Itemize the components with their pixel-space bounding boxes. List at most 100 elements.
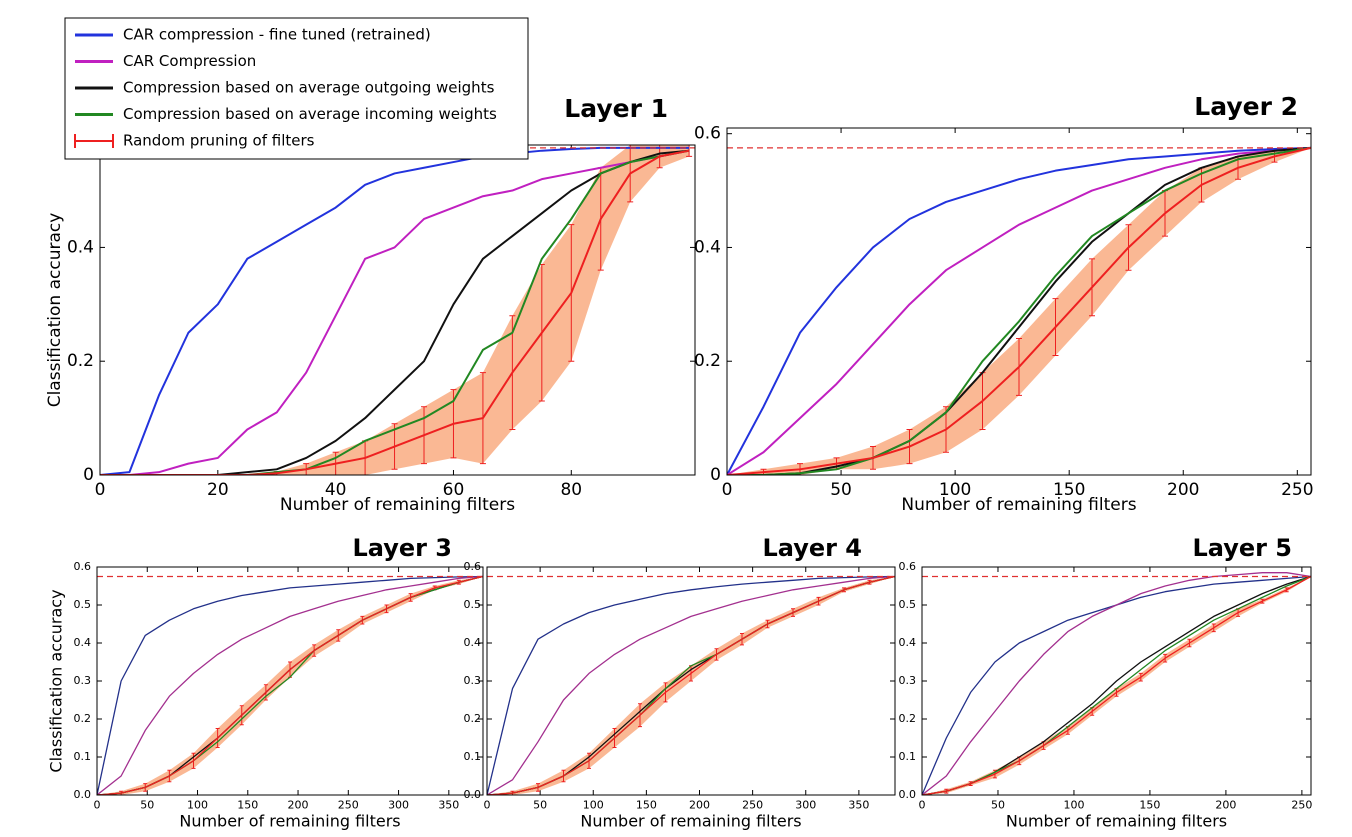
y-tick-label: 0.6 bbox=[74, 560, 92, 573]
y-tick-label: 0.0 bbox=[74, 788, 92, 801]
x-tick-label: 60 bbox=[443, 480, 465, 500]
legend-label: Compression based on average outgoing we… bbox=[123, 79, 495, 97]
x-tick-label: 150 bbox=[237, 798, 258, 811]
error-band bbox=[487, 576, 895, 795]
plot-frame bbox=[486, 566, 896, 796]
series-line bbox=[100, 149, 690, 475]
legend: CAR compression - fine tuned (retrained)… bbox=[64, 17, 529, 160]
panel: 0 0.2 0.4 0 20 40 60 80 Number of remaining filt… bbox=[45, 94, 696, 515]
y-tick-label: 0.3 bbox=[464, 674, 482, 687]
y-tick-label: 0.2 bbox=[899, 712, 917, 725]
plot bbox=[922, 572, 1311, 795]
x-tick-label: 50 bbox=[140, 798, 154, 811]
y-tick-label: 0.0 bbox=[464, 788, 482, 801]
panel-title: Layer 4 bbox=[762, 534, 862, 562]
y-tick-label: 0.3 bbox=[899, 674, 917, 687]
series-line bbox=[97, 575, 483, 795]
x-tick-label: 150 bbox=[1053, 480, 1085, 500]
plot bbox=[97, 575, 483, 795]
plot-frame bbox=[96, 566, 484, 796]
series-line bbox=[727, 146, 1311, 475]
panel: 0.0 0.1 0.2 0.3 0.4 0.5 0.6 0 50 100 150 200 250 300 3… bbox=[464, 534, 896, 831]
plot bbox=[487, 575, 895, 795]
error-band bbox=[97, 576, 483, 795]
y-tick-label: 0.2 bbox=[464, 712, 482, 725]
x-tick-label: 20 bbox=[207, 480, 229, 500]
y-tick-label: 0.4 bbox=[694, 237, 721, 257]
x-tick-label: 250 bbox=[1291, 798, 1312, 811]
y-tick-label: 0.0 bbox=[899, 788, 917, 801]
y-tick-label: 0.2 bbox=[694, 351, 721, 371]
y-axis-label: Classification accuracy bbox=[47, 589, 66, 772]
series-line bbox=[100, 149, 690, 475]
y-tick-label: 0.1 bbox=[74, 750, 92, 763]
x-tick-label: 250 bbox=[742, 798, 763, 811]
legend-label: CAR Compression bbox=[123, 52, 256, 70]
x-tick-label: 50 bbox=[533, 798, 547, 811]
y-tick-label: 0.4 bbox=[67, 237, 94, 257]
panel-title: Layer 5 bbox=[1192, 534, 1292, 562]
series-line bbox=[727, 146, 1311, 475]
error-band bbox=[727, 147, 1311, 475]
series-line bbox=[922, 575, 1311, 795]
x-tick-label: 100 bbox=[583, 798, 604, 811]
series-line bbox=[97, 575, 483, 795]
x-tick-label: 0 bbox=[484, 798, 491, 811]
x-tick-label: 150 bbox=[1139, 798, 1160, 811]
y-tick-label: 0.4 bbox=[464, 636, 482, 649]
series-line bbox=[922, 575, 1311, 795]
y-tick-label: 0.4 bbox=[74, 636, 92, 649]
series-line bbox=[487, 575, 895, 795]
x-tick-label: 300 bbox=[388, 798, 409, 811]
y-tick-label: 0.6 bbox=[694, 124, 721, 144]
series-line bbox=[97, 575, 483, 795]
panel-title: Layer 1 bbox=[564, 94, 668, 123]
y-tick-label: 0 bbox=[83, 465, 94, 485]
x-tick-label: 200 bbox=[288, 798, 309, 811]
legend-label: Random pruning of filters bbox=[123, 132, 315, 150]
series-line bbox=[727, 146, 1311, 475]
x-tick-label: 100 bbox=[1063, 798, 1084, 811]
x-axis-label: Number of remaining filters bbox=[179, 812, 400, 831]
x-tick-label: 80 bbox=[560, 480, 582, 500]
panel: 0.0 0.1 0.2 0.3 0.4 0.5 0.6 0 50 100 150 200 250 Numb… bbox=[899, 534, 1313, 831]
panel: 0 0.2 0.4 0.6 0 50 100 150 200 250 Number of remai… bbox=[694, 92, 1314, 515]
series-line bbox=[97, 575, 483, 795]
plot-frame bbox=[726, 127, 1312, 476]
x-tick-label: 250 bbox=[1281, 480, 1313, 500]
y-tick-label: 0.1 bbox=[464, 750, 482, 763]
legend-label: Compression based on average incoming we… bbox=[123, 105, 497, 123]
x-tick-label: 0 bbox=[919, 798, 926, 811]
y-tick-label: 0 bbox=[710, 465, 721, 485]
y-axis-label: Classification accuracy bbox=[45, 213, 65, 408]
error-band bbox=[922, 576, 1311, 795]
x-axis-label: Number of remaining filters bbox=[1006, 812, 1227, 831]
series-line bbox=[97, 575, 483, 795]
plot bbox=[727, 146, 1311, 475]
series-line bbox=[100, 149, 690, 475]
series-line bbox=[727, 146, 1311, 475]
series-line bbox=[487, 575, 895, 795]
x-tick-label: 350 bbox=[438, 798, 459, 811]
x-tick-label: 40 bbox=[325, 480, 347, 500]
plot bbox=[100, 144, 695, 475]
legend-label: CAR compression - fine tuned (retrained) bbox=[123, 26, 431, 44]
x-tick-label: 0 bbox=[722, 480, 733, 500]
panel-title: Layer 3 bbox=[352, 534, 452, 562]
y-tick-label: 0.1 bbox=[899, 750, 917, 763]
x-tick-label: 50 bbox=[830, 480, 852, 500]
panel-title: Layer 2 bbox=[1194, 92, 1298, 121]
series-line bbox=[487, 575, 895, 795]
x-tick-label: 0 bbox=[95, 480, 106, 500]
y-tick-label: 0.3 bbox=[74, 674, 92, 687]
x-axis-label: Number of remaining filters bbox=[580, 812, 801, 831]
x-tick-label: 100 bbox=[187, 798, 208, 811]
x-tick-label: 200 bbox=[1215, 798, 1236, 811]
y-tick-label: 0.5 bbox=[899, 598, 917, 611]
series-line bbox=[487, 575, 895, 795]
x-tick-label: 100 bbox=[939, 480, 971, 500]
series-line bbox=[727, 146, 1311, 475]
x-tick-label: 50 bbox=[991, 798, 1005, 811]
y-tick-label: 0.2 bbox=[67, 351, 94, 371]
x-tick-label: 200 bbox=[1167, 480, 1199, 500]
